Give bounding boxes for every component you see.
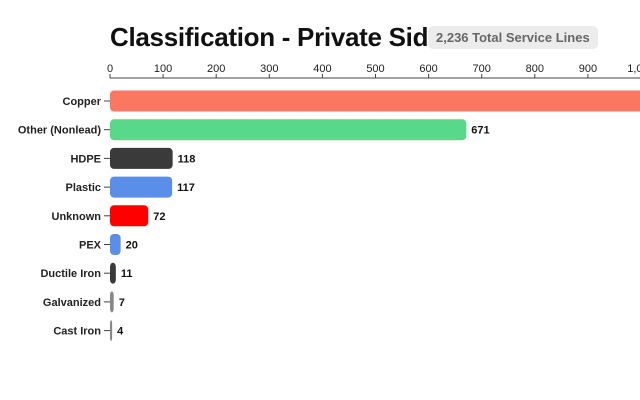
x-tick-label: 600 [419,63,437,75]
x-tick-label: 400 [313,63,331,75]
x-tick-label: 100 [154,63,172,75]
value-label: 671 [471,125,489,137]
category-label: PEX [79,240,102,252]
bar-galvanized [110,291,114,313]
bar-unknown [110,205,149,227]
category-label: Copper [63,96,102,108]
category-label: HDPE [70,153,101,165]
value-label: 4 [117,326,124,338]
value-label: 7 [119,297,125,309]
x-tick-label: 200 [207,63,225,75]
bar-hdpe [110,147,173,169]
category-label: Galvanized [43,297,101,309]
x-tick-label: 0 [107,63,113,75]
value-label: 20 [126,240,138,252]
x-tick-label: 300 [260,63,278,75]
bar-cast-iron [110,320,113,342]
x-tick-label: 900 [579,63,597,75]
chart-header: Classification - Private Side 2,236 Tota… [0,22,640,58]
category-label: Unknown [52,211,102,223]
bar-ductile-iron [110,262,116,284]
x-tick-label: 500 [366,63,384,75]
bar-plastic [110,176,173,198]
category-label: Ductile Iron [40,268,101,280]
category-label: Cast Iron [53,326,101,338]
bars: Copper Other (Nonlead) 671 HDPE 118 Plastic 11… [18,90,640,342]
value-label: 72 [153,211,165,223]
bar-other-nonlead [110,119,467,141]
chart-title: Classification - Private Side [110,22,443,52]
value-label: 118 [178,153,196,165]
bar-pex [110,234,121,255]
value-label: 11 [121,268,133,280]
x-tick-label: 800 [526,63,544,75]
x-tick-label: 1,000 [627,63,640,75]
category-label: Other (Nonlead) [18,125,101,137]
x-axis: 0 100 200 300 400 500 600 700 800 900 1,000 [107,63,640,79]
total-service-lines-badge: 2,236 Total Service Lines [428,26,598,49]
bar-copper [110,90,640,112]
value-label: 117 [177,182,195,194]
category-label: Plastic [66,182,101,194]
x-tick-label: 700 [473,63,491,75]
